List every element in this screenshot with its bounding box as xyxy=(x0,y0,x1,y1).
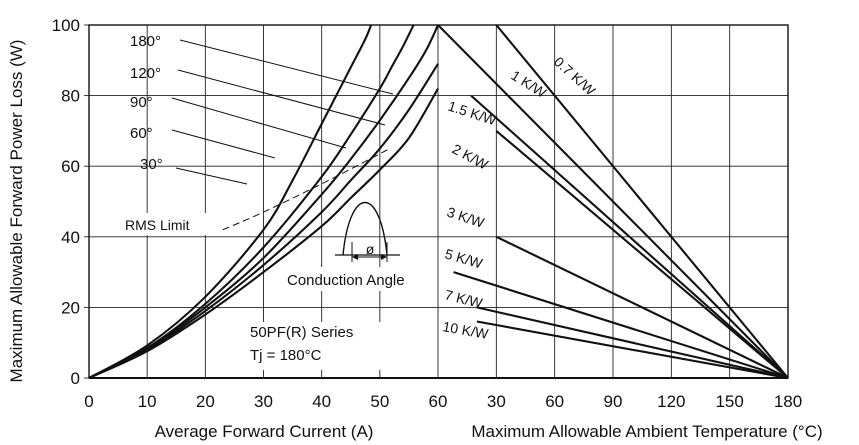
x-axis-label-right: Maximum Allowable Ambient Temperature (°… xyxy=(471,422,822,441)
x-tick-label-right: 150 xyxy=(715,392,743,411)
line-label-10-K-W: 10 K/W xyxy=(441,318,490,342)
curve-120deg xyxy=(88,24,415,379)
y-axis-label: Maximum Allowable Forward Power Loss (W) xyxy=(7,40,26,383)
x-tick-label-left: 20 xyxy=(196,392,215,411)
x-tick-label-right: 120 xyxy=(657,392,685,411)
x-tick-label-left: 0 xyxy=(84,392,93,411)
series-label-90deg: 90° xyxy=(130,94,153,111)
leader-line xyxy=(177,69,386,126)
line-1-K-W xyxy=(437,24,789,379)
curve-60deg xyxy=(88,63,439,379)
line-1-5-K-W xyxy=(470,94,789,379)
y-tick-label: 100 xyxy=(52,16,80,35)
line-label-2-K-W: 2 K/W xyxy=(450,141,492,173)
conduction-angle-label: Conduction Angle xyxy=(287,272,405,289)
series-label-180deg: 180° xyxy=(130,33,161,50)
series-label-60deg: 60° xyxy=(130,125,153,142)
plot-frame xyxy=(88,24,789,379)
conduction-label-bg xyxy=(282,267,428,291)
line-10-K-W xyxy=(476,320,789,380)
curve-180deg xyxy=(88,24,373,379)
leader-line xyxy=(171,129,276,159)
y-tick-label: 60 xyxy=(61,157,80,176)
line-label-0-7-K-W: 0.7 K/W xyxy=(551,53,599,99)
series-info-bg xyxy=(246,322,381,370)
x-tick-label-left: 10 xyxy=(138,392,157,411)
leader-line xyxy=(175,167,248,185)
series-label-30deg: 30° xyxy=(140,156,163,173)
x-tick-label-right: 60 xyxy=(545,392,564,411)
line-label-3-K-W: 3 K/W xyxy=(445,204,487,231)
x-tick-label-left: 30 xyxy=(254,392,273,411)
grid xyxy=(84,24,789,379)
x-tick-label-right: 90 xyxy=(604,392,623,411)
line-2-K-W xyxy=(495,130,789,379)
phi-label: ø xyxy=(366,241,375,257)
tj-label: Tj = 180°C xyxy=(250,347,322,364)
y-tick-label: 40 xyxy=(61,228,80,247)
leader-line xyxy=(179,39,394,95)
x-tick-label-left: 60 xyxy=(429,392,448,411)
rms-limit-label: RMS Limit xyxy=(125,217,190,233)
leader-line xyxy=(171,97,347,149)
y-tick-label: 80 xyxy=(61,87,80,106)
curves xyxy=(88,24,789,380)
x-tick-label-left: 50 xyxy=(370,392,389,411)
line-label-5-K-W: 5 K/W xyxy=(443,246,485,272)
rms-label-bg xyxy=(121,213,211,235)
series-info-label: 50PF(R) Series xyxy=(250,324,353,341)
line-5-K-W xyxy=(453,271,789,380)
line-label-1-5-K-W: 1.5 K/W xyxy=(446,98,499,129)
line-3-K-W xyxy=(495,235,789,379)
tick-labels: 0 20 40 60 80 100 0 10 20 30 40 50 60 30 60 90 120 150 180 xyxy=(52,16,803,411)
x-tick-label-right: 180 xyxy=(774,392,802,411)
x-tick-label-left: 40 xyxy=(312,392,331,411)
y-tick-label: 20 xyxy=(61,298,80,317)
line-7-K-W xyxy=(476,306,789,380)
half-sine-waveform xyxy=(342,201,388,256)
y-tick-label: 0 xyxy=(71,369,80,388)
line-0-7-K-W xyxy=(495,24,789,379)
x-axis-label-left: Average Forward Current (A) xyxy=(155,422,374,441)
curve-30deg xyxy=(88,88,439,379)
curve-90deg xyxy=(88,24,439,379)
x-tick-label-right: 30 xyxy=(487,392,506,411)
series-label-120deg: 120° xyxy=(130,65,161,82)
rms-limit-line xyxy=(222,148,389,231)
